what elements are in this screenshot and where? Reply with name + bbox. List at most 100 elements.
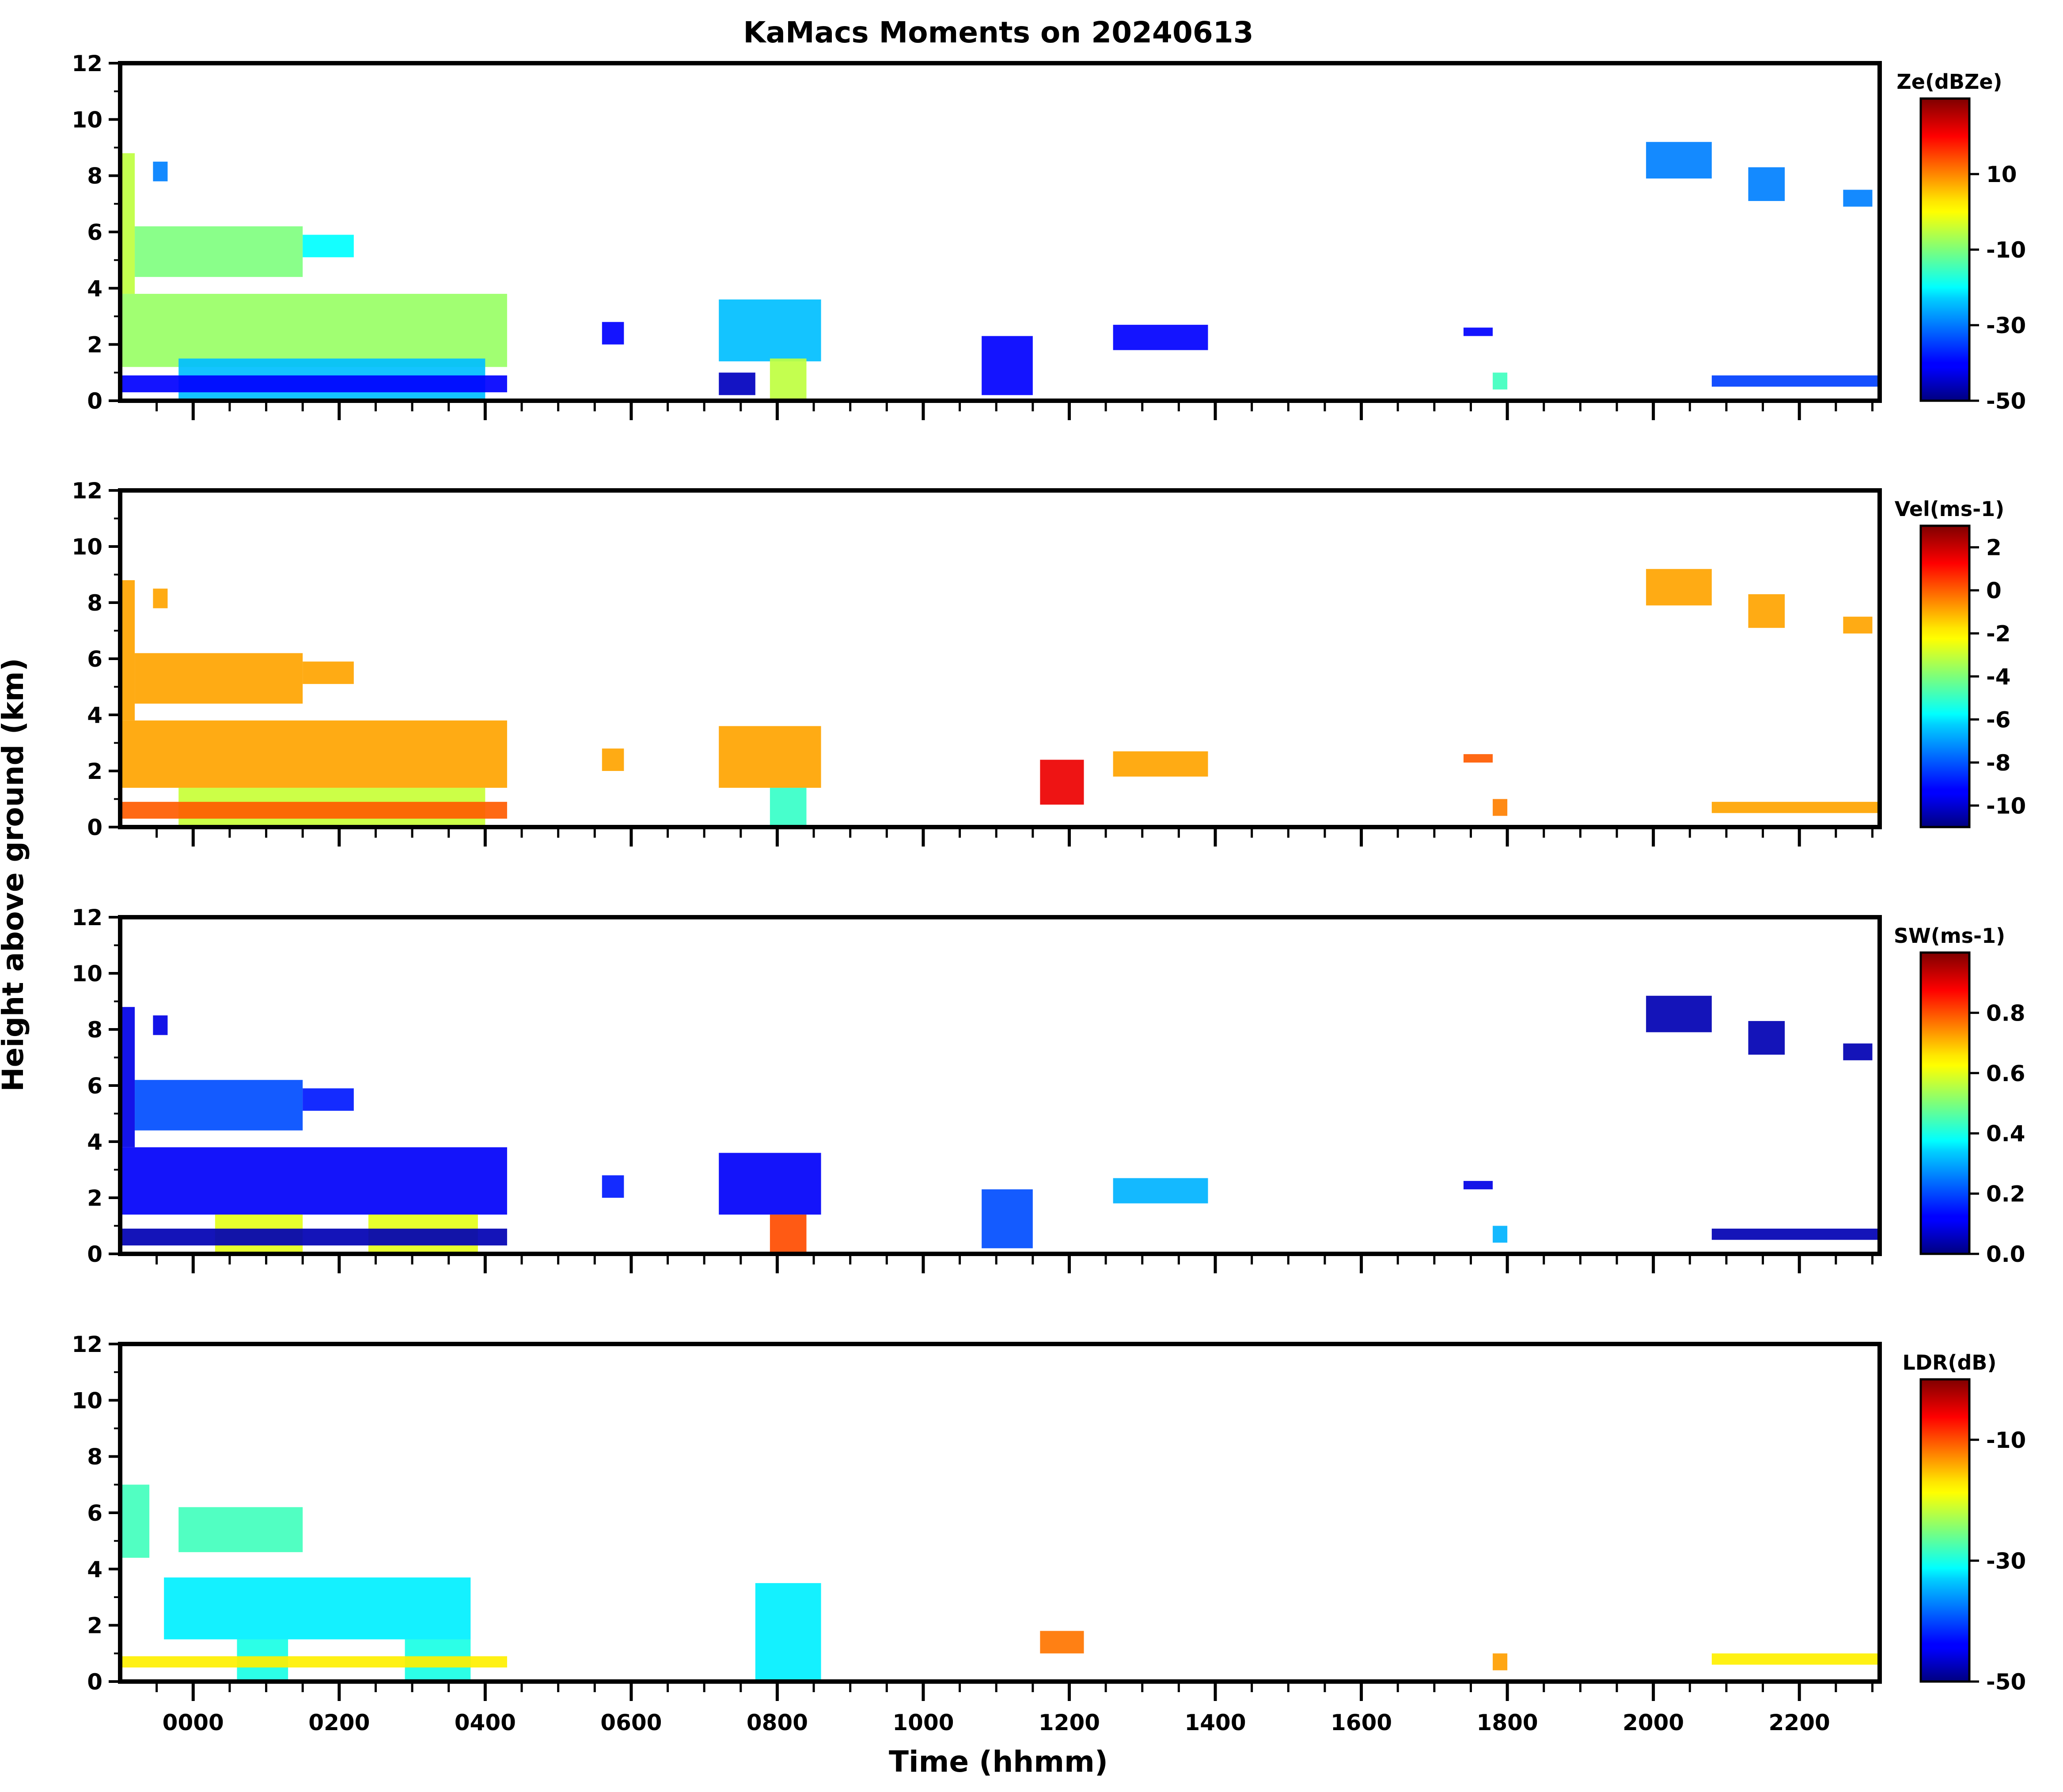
xtick-label-1: 0200	[308, 1710, 370, 1735]
sw-colorbar	[1919, 951, 1971, 1255]
vel-cbar-tick-label-5: -8	[1986, 750, 2011, 776]
ze-ytick-label-6: 12	[72, 51, 102, 76]
xtick-label-11: 2200	[1769, 1710, 1830, 1735]
ze-echo-7	[602, 322, 624, 345]
vel-ytick-label-3: 6	[87, 646, 102, 672]
xtick-label-4: 0800	[747, 1710, 808, 1735]
vel-echo-9	[770, 788, 807, 827]
ze-echo-6	[120, 375, 507, 392]
panel-ze: 0 2 4 6 8 10 12 Ze(dBZe) -50 -30 -10 10	[72, 51, 2026, 420]
vel-echo-8	[719, 726, 821, 788]
panel-sw: 0 2 4 6 8 10 12 SW(ms-1) 0.0 0.2 0.4 0.6 0.8	[72, 905, 2025, 1273]
vel-ytick-label-1: 2	[87, 759, 102, 784]
vel-echo-14	[1646, 569, 1712, 606]
ze-echo-14	[1493, 372, 1508, 390]
sw-ytick-label-5: 10	[72, 961, 102, 987]
sw-ytick-label-0: 0	[87, 1241, 102, 1267]
xtick-label-6: 1200	[1039, 1710, 1100, 1735]
vel-cbar-tick-label-4: -6	[1986, 707, 2011, 733]
sw-echo-15	[1646, 995, 1712, 1033]
ze-colorbar	[1919, 97, 1971, 402]
vel-ytick-label-4: 8	[87, 590, 102, 616]
sw-echo-3	[153, 1015, 168, 1035]
ze-echo-18	[1711, 375, 1880, 387]
sw-frame	[118, 915, 1882, 1256]
vel-echo-16	[1843, 616, 1873, 634]
vel-echo-3	[153, 588, 168, 608]
sw-echo-16	[1748, 1021, 1785, 1055]
vel-echo-12	[1463, 754, 1493, 763]
vel-echo-2	[303, 661, 354, 684]
ldr-ytick-label-0: 0	[87, 1669, 102, 1695]
sw-echo-7	[120, 1228, 507, 1245]
sw-echo-14	[1493, 1226, 1508, 1243]
ze-echo-15	[1646, 142, 1712, 179]
ze-ytick-label-4: 8	[87, 163, 102, 189]
vel-echo-10	[1040, 759, 1084, 805]
vel-echo-4	[120, 720, 507, 788]
vel-ytick-label-6: 12	[72, 478, 102, 504]
ze-ytick-label-5: 10	[72, 107, 102, 133]
ldr-ytick-label-3: 6	[87, 1500, 102, 1526]
ze-echo-0	[120, 153, 135, 294]
ze-echo-16	[1748, 167, 1785, 201]
sw-cbar-tick-label-0: 0.0	[1986, 1241, 2025, 1267]
sw-cbar-tick-label-1: 0.2	[1986, 1181, 2025, 1207]
ldr-ytick-label-1: 2	[87, 1613, 102, 1639]
ldr-echo-7	[1040, 1631, 1084, 1654]
xtick-label-2: 0400	[455, 1710, 516, 1735]
sw-cbar-tick-label-3: 0.6	[1986, 1061, 2025, 1086]
sw-echo-11	[982, 1189, 1033, 1249]
vel-echo-6	[120, 801, 507, 819]
sw-echo-18	[1711, 1228, 1880, 1240]
sw-echo-8	[602, 1175, 624, 1198]
sw-colorbar-label: SW(ms-1)	[1894, 924, 2005, 948]
vel-cbar-tick-label-3: -4	[1986, 664, 2011, 690]
ze-cbar-tick-label-1: -30	[1986, 313, 2026, 338]
sw-cbar-tick-label-2: 0.4	[1986, 1121, 2025, 1147]
ldr-ytick-label-6: 12	[72, 1332, 102, 1357]
ldr-ytick-label-2: 4	[87, 1557, 102, 1582]
sw-echo-1	[135, 1080, 303, 1131]
xtick-label-7: 1400	[1184, 1710, 1246, 1735]
sw-echo-12	[1113, 1178, 1208, 1204]
y-axis-label: Height above ground (km)	[0, 658, 30, 1092]
vel-colorbar	[1919, 524, 1971, 828]
ze-ytick-label-3: 6	[87, 220, 102, 245]
xtick-label-3: 0600	[600, 1710, 662, 1735]
ze-echo-13	[1463, 327, 1493, 336]
vel-ytick-label-0: 0	[87, 815, 102, 840]
sw-echo-9	[719, 1153, 821, 1215]
panel-ldr: 0 2 4 6 8 10 12 0000 0200 0400 0600 0800 1000 1200 140…	[72, 1332, 2026, 1735]
sw-echo-4	[120, 1147, 507, 1215]
sw-ytick-label-6: 12	[72, 905, 102, 930]
ze-ytick-label-1: 2	[87, 332, 102, 358]
ldr-echo-5	[120, 1656, 507, 1668]
sw-ytick-label-1: 2	[87, 1185, 102, 1211]
ldr-echo-2	[164, 1577, 471, 1640]
vel-echo-11	[1113, 751, 1208, 777]
vel-echo-17	[1711, 801, 1880, 813]
ldr-echo-8	[1493, 1653, 1508, 1671]
xtick-label-0: 0000	[163, 1710, 224, 1735]
ze-echo-3	[153, 161, 168, 182]
vel-echo-1	[135, 653, 303, 704]
ze-frame	[118, 61, 1882, 403]
ze-ytick-label-0: 0	[87, 388, 102, 414]
ldr-cbar-tick-label-2: -10	[1986, 1428, 2026, 1453]
figure-title: KaMacs Moments on 20240613	[743, 15, 1253, 49]
ldr-colorbar	[1919, 1378, 1971, 1683]
ze-echo-8	[719, 299, 821, 361]
vel-ytick-label-5: 10	[72, 534, 102, 560]
sw-echo-17	[1843, 1043, 1873, 1060]
ze-echo-11	[982, 336, 1033, 395]
ze-colorbar-label: Ze(dBZe)	[1896, 70, 2002, 94]
x-axis-label: Time (hhmm)	[889, 1745, 1108, 1779]
panel-vel: 0 2 4 6 8 10 12 Vel(ms-1) 2 0 -2 -4 -6 -8 -10	[72, 478, 2026, 847]
ze-echo-9	[770, 358, 807, 401]
vel-colorbar-label: Vel(ms-1)	[1895, 497, 2005, 521]
ldr-echo-0	[120, 1484, 150, 1558]
xtick-label-9: 1800	[1477, 1710, 1538, 1735]
ldr-cbar-tick-label-0: -50	[1986, 1669, 2026, 1695]
vel-cbar-tick-label-2: -2	[1986, 621, 2011, 647]
